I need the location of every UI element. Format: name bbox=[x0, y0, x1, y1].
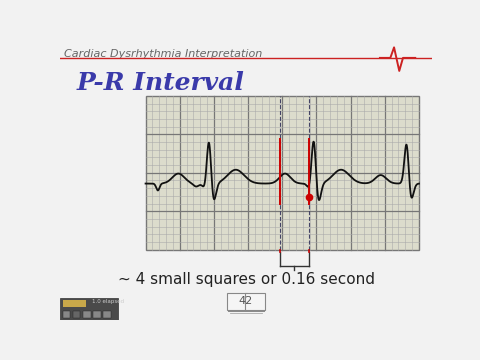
Text: 1.0 elapsed: 1.0 elapsed bbox=[92, 299, 124, 304]
Text: P-R Interval: P-R Interval bbox=[77, 71, 245, 95]
Text: 42: 42 bbox=[239, 296, 253, 306]
Bar bbox=[103, 311, 110, 318]
Bar bbox=[60, 298, 118, 320]
FancyBboxPatch shape bbox=[227, 293, 247, 310]
FancyBboxPatch shape bbox=[245, 293, 265, 310]
Bar bbox=[63, 300, 86, 307]
Bar bbox=[83, 311, 91, 318]
Text: ~ 4 small squares or 0.16 second: ~ 4 small squares or 0.16 second bbox=[118, 272, 374, 287]
Bar bbox=[73, 311, 81, 318]
Bar bbox=[145, 96, 419, 250]
Bar bbox=[63, 311, 71, 318]
Text: Cardiac Dysrhythmia Interpretation: Cardiac Dysrhythmia Interpretation bbox=[64, 49, 263, 59]
Bar bbox=[93, 311, 100, 318]
